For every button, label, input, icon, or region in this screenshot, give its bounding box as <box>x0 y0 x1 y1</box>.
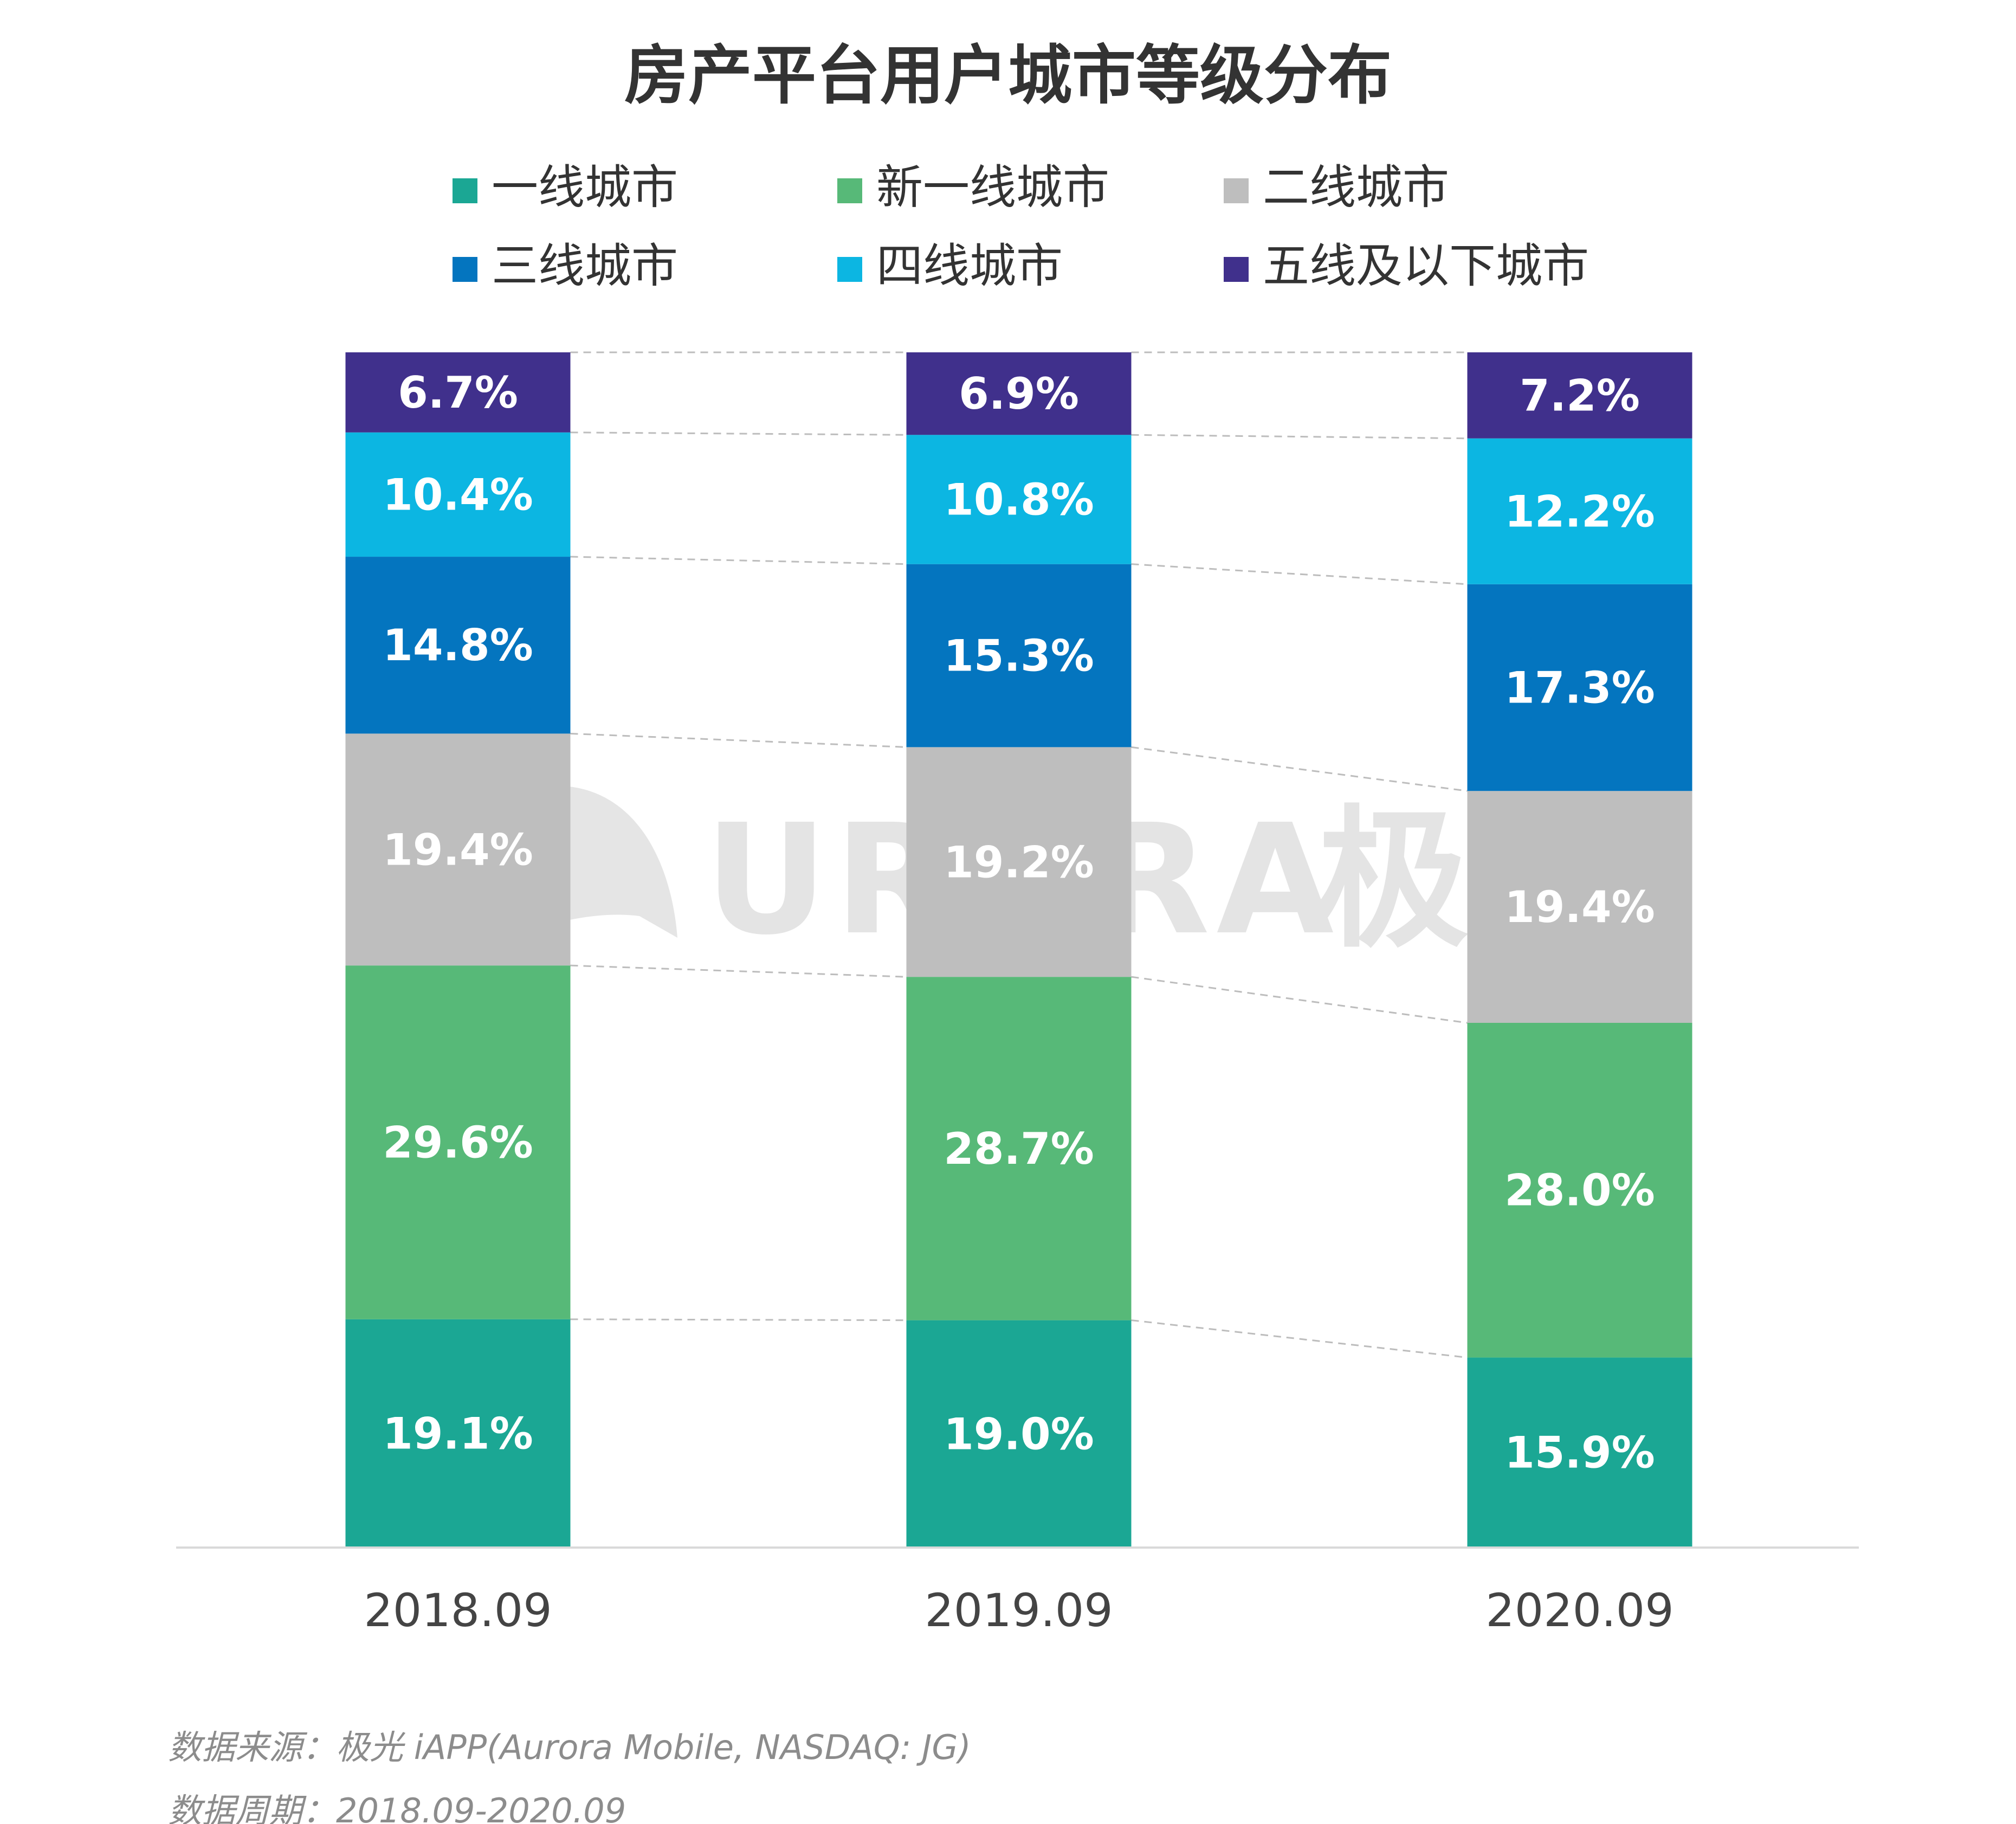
bar-2020.09-6 <box>1467 352 1692 439</box>
bar-2018.09-3 <box>345 733 571 966</box>
legend-label-4: 三线城市 <box>492 239 678 293</box>
bar-2020.09-3 <box>1467 791 1692 1023</box>
bar-label-2020.09-6: 7.2% <box>1520 370 1640 421</box>
bar-label-2018.09-1: 19.1% <box>383 1408 533 1459</box>
bar-label-2020.09-2: 28.0% <box>1504 1165 1655 1216</box>
bar-label-2019.09-2: 28.7% <box>944 1124 1094 1174</box>
x-axis-tick-labels: 2018.09 2019.09 2020.09 <box>364 1584 1673 1637</box>
data-labels: 19.1% 29.6% 19.4% 14.8% 10.4% 6.7% 19.0% 28.7% 1… <box>383 368 1655 1478</box>
legend-swatch-5 <box>837 257 862 282</box>
bar-label-2018.09-5: 10.4% <box>383 469 533 520</box>
bar-label-2020.09-5: 12.2% <box>1504 486 1655 537</box>
connector-line-1-1 <box>570 1318 907 1322</box>
bar-2020.09-1 <box>1467 1357 1692 1548</box>
x-tick-label-2: 2019.09 <box>925 1584 1113 1637</box>
bar-2018.09-5 <box>345 432 571 557</box>
connector-line-2-2 <box>1131 976 1468 1024</box>
bar-2019.09-5 <box>906 435 1132 564</box>
bar-2019.09-3 <box>906 747 1132 977</box>
bar-label-2018.09-6: 6.7% <box>398 368 518 418</box>
source-note: 数据来源：极光 iAPP(Aurora Mobile, NASDAQ: JG) <box>168 1728 971 1767</box>
bar-2019.09-6 <box>906 352 1132 435</box>
connector-line-2-1 <box>1131 1319 1468 1358</box>
bar-2019.09-4 <box>906 564 1132 747</box>
connector-line-2-4 <box>1131 563 1468 585</box>
connector-line-1-2 <box>570 964 907 978</box>
bar-label-2020.09-3: 19.4% <box>1504 882 1655 932</box>
bar-2018.09-1 <box>345 1319 571 1548</box>
bar-2018.09-2 <box>345 965 571 1319</box>
connector-line-1-3 <box>570 732 907 748</box>
legend-label-3: 二线城市 <box>1263 160 1449 215</box>
legend-swatch-2 <box>837 178 862 203</box>
bar-label-2019.09-6: 6.9% <box>959 369 1079 419</box>
bar-2019.09-1 <box>906 1320 1132 1548</box>
legend-label-5: 四线城市 <box>876 239 1063 293</box>
bar-2019.09-2 <box>906 977 1132 1320</box>
bar-label-2020.09-4: 17.3% <box>1504 663 1655 713</box>
bar-2020.09-5 <box>1467 438 1692 584</box>
legend-swatch-3 <box>1224 178 1249 203</box>
legend-label-2: 新一线城市 <box>876 160 1109 215</box>
connector-lines <box>570 351 1468 1358</box>
x-tick-label-3: 2020.09 <box>1485 1584 1673 1637</box>
x-tick-label-1: 2018.09 <box>364 1584 552 1637</box>
bar-label-2018.09-4: 14.8% <box>383 620 533 671</box>
period-note: 数据周期：2018.09-2020.09 <box>168 1791 626 1824</box>
bar-label-2019.09-5: 10.8% <box>944 474 1094 525</box>
bar-label-2018.09-3: 19.4% <box>383 824 533 875</box>
connector-line-2-3 <box>1131 746 1468 792</box>
bar-2018.09-4 <box>345 557 571 734</box>
legend-label-1: 一线城市 <box>492 160 678 215</box>
connector-line-1-5 <box>570 431 907 436</box>
legend-label-6: 五线及以下城市 <box>1263 239 1589 293</box>
legend-swatch-4 <box>453 257 477 282</box>
bar-label-2019.09-3: 19.2% <box>944 837 1094 887</box>
chart-title: 房产平台用户城市等级分布 <box>624 38 1392 113</box>
bar-2020.09-2 <box>1467 1023 1692 1358</box>
bar-label-2019.09-1: 19.0% <box>944 1409 1094 1459</box>
connector-line-2-5 <box>1131 434 1468 440</box>
bar-label-2018.09-2: 29.6% <box>383 1118 533 1168</box>
bar-2018.09-6 <box>345 352 571 433</box>
bars <box>345 352 1692 1548</box>
bar-label-2019.09-4: 15.3% <box>944 631 1094 681</box>
connector-line-1-4 <box>570 556 907 565</box>
bar-label-2020.09-1: 15.9% <box>1504 1428 1655 1478</box>
bar-2020.09-4 <box>1467 584 1692 791</box>
legend-swatch-1 <box>453 178 477 203</box>
legend-swatch-6 <box>1224 257 1249 282</box>
